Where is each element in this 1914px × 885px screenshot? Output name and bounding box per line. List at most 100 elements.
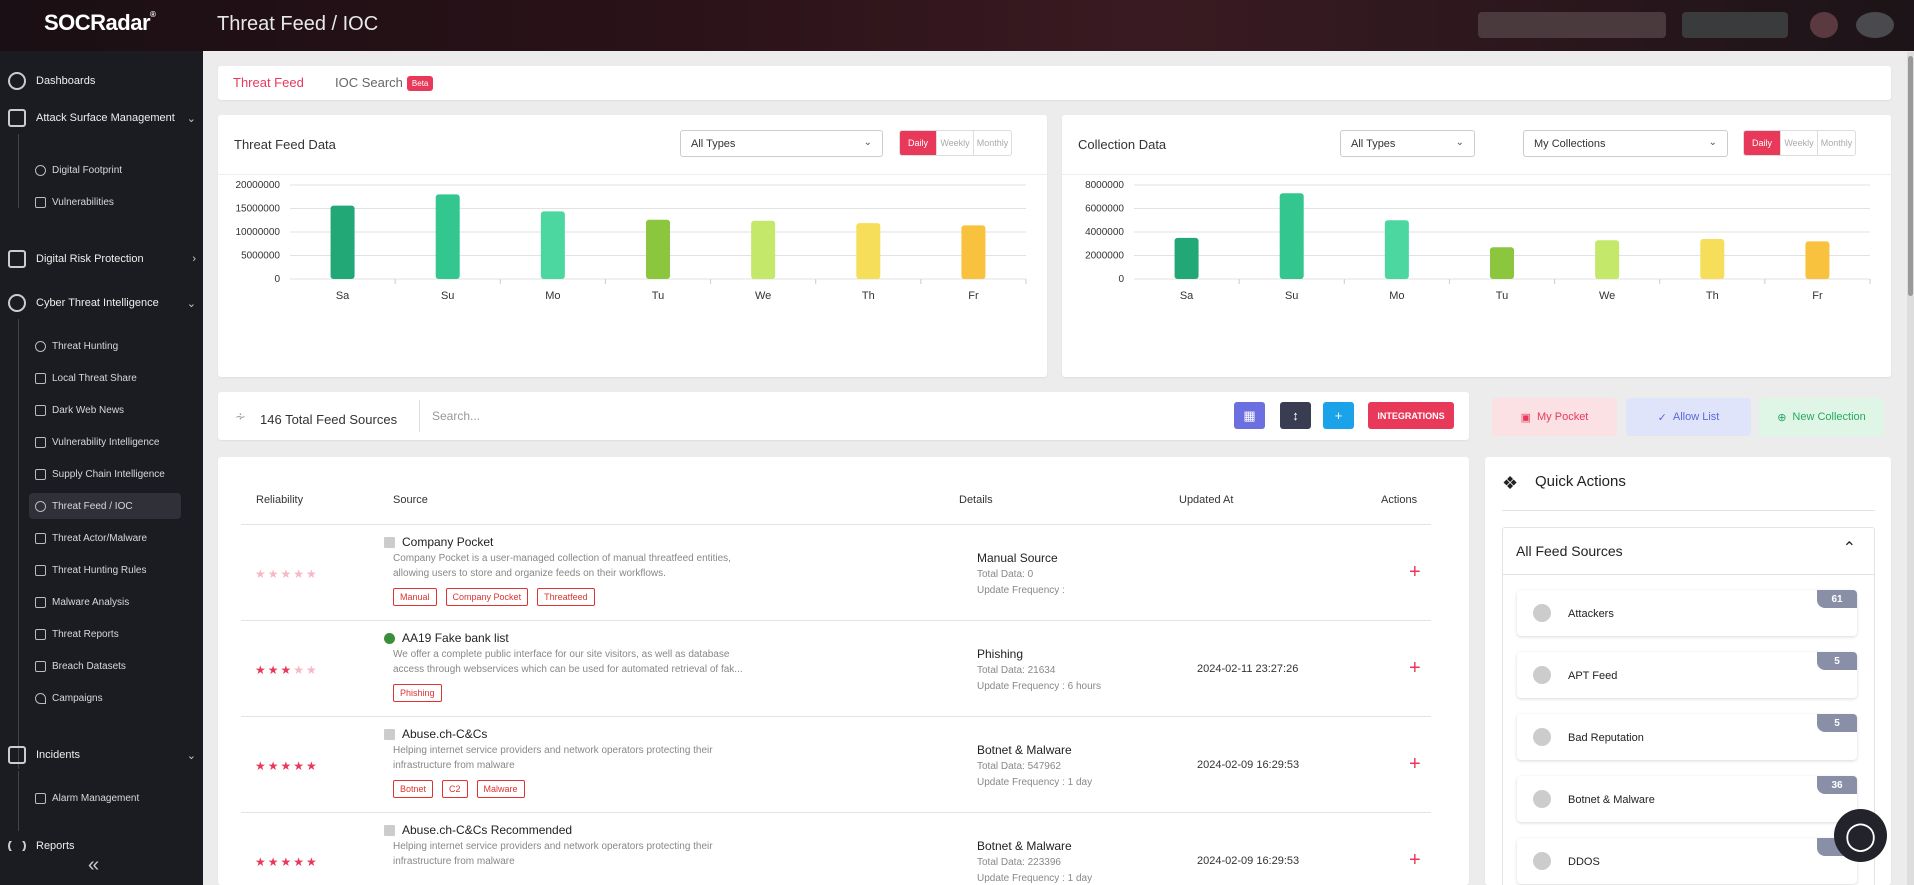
tag[interactable]: Phishing: [393, 684, 442, 702]
sidebar: Dashboards Attack Surface Management ⌄ Di…: [0, 51, 203, 885]
plus-circle-icon: ⊕: [1777, 411, 1787, 424]
tag[interactable]: Threatfeed: [537, 588, 595, 606]
sidebar-item-incidents[interactable]: Incidents ⌄: [8, 746, 196, 764]
sidebar-item-threat-reports[interactable]: Threat Reports: [29, 621, 181, 647]
period-weekly[interactable]: Weekly: [937, 131, 974, 155]
sidebar-item-vulnerabilities[interactable]: Vulnerabilities: [29, 189, 181, 215]
bar-tu[interactable]: [646, 219, 670, 279]
table-row[interactable]: ★★★★★ AA19 Fake bank list We offer a com…: [241, 620, 1431, 716]
sidebar-item-local-threat-share[interactable]: Local Threat Share: [29, 365, 181, 391]
bar-th[interactable]: [1700, 239, 1725, 279]
add-button[interactable]: +: [1323, 402, 1354, 429]
bar-we[interactable]: [1595, 240, 1620, 279]
help-lifebuoy-button[interactable]: ◯: [1834, 809, 1887, 862]
add-to-pocket-button[interactable]: +: [1409, 561, 1421, 583]
bar-mo[interactable]: [540, 211, 565, 279]
tag[interactable]: Malware: [476, 780, 525, 798]
sidebar-item-digital-footprint[interactable]: Digital Footprint: [29, 157, 181, 183]
chevron-down-icon: ⌄: [1708, 137, 1717, 148]
rss-icon: [384, 729, 395, 741]
sidebar-item-dark-web-news[interactable]: Dark Web News: [29, 397, 181, 423]
add-to-pocket-button[interactable]: +: [1409, 849, 1421, 871]
scrollbar[interactable]: [1907, 52, 1914, 885]
table-row[interactable]: ★★★★★ Abuse.ch-C&Cs Recommended Helping …: [241, 812, 1431, 885]
feed-category-apt-feed[interactable]: APT Feed 5: [1517, 652, 1857, 698]
bar-su[interactable]: [1279, 193, 1304, 279]
tag[interactable]: Company Pocket: [445, 588, 529, 606]
table-row[interactable]: ★★★★★ Abuse.ch-C&Cs Helping internet ser…: [241, 716, 1431, 812]
sidebar-item-dashboards[interactable]: Dashboards: [8, 72, 196, 90]
hacker-icon: [1533, 604, 1551, 622]
robot-icon: [1533, 790, 1551, 808]
scrollbar-thumb[interactable]: [1908, 56, 1913, 296]
sidebar-item-alarm-management[interactable]: Alarm Management: [29, 785, 181, 811]
sidebar-item-malware-analysis[interactable]: Malware Analysis: [29, 589, 181, 615]
type-select[interactable]: All Types ⌄: [1340, 130, 1475, 157]
sidebar-item-threat-actor-malware[interactable]: Threat Actor/Malware: [29, 525, 181, 551]
new-collection-button[interactable]: ⊕ New Collection: [1759, 398, 1884, 436]
my-pocket-button[interactable]: ▣ My Pocket: [1492, 398, 1617, 436]
tag[interactable]: C2: [442, 780, 468, 798]
double-chevron-left-icon[interactable]: «: [88, 854, 100, 876]
sidebar-item-breach-datasets[interactable]: Breach Datasets: [29, 653, 181, 679]
tab-ioc-search[interactable]: IOC Search Beta: [335, 75, 434, 92]
sidebar-item-reports[interactable]: Reports: [8, 841, 196, 851]
quick-actions-panel: ❖ Quick Actions All Feed Sources ⌃ Attac…: [1485, 457, 1891, 885]
settings-gear-icon[interactable]: [1856, 12, 1894, 38]
status-indicator[interactable]: [1682, 12, 1788, 38]
sidebar-item-attack-surface-management[interactable]: Attack Surface Management ⌄: [8, 109, 196, 127]
source-description: Helping internet service providers and n…: [393, 745, 713, 771]
chevron-up-icon[interactable]: ⌃: [1842, 540, 1856, 557]
user-menu[interactable]: [1478, 12, 1666, 38]
add-to-pocket-button[interactable]: +: [1409, 753, 1421, 775]
allow-list-button[interactable]: ✓ Allow List: [1626, 398, 1751, 436]
tag[interactable]: Botnet: [393, 780, 434, 798]
tab-threat-feed[interactable]: Threat Feed: [233, 75, 304, 90]
notification-icon[interactable]: [1810, 12, 1838, 38]
collection-select[interactable]: My Collections ⌄: [1523, 130, 1728, 157]
analysis-icon: [35, 596, 46, 608]
integrations-button[interactable]: INTEGRATIONS: [1368, 402, 1454, 429]
sidebar-item-cyber-threat-intelligence[interactable]: Cyber Threat Intelligence ⌄: [8, 294, 196, 312]
search-input[interactable]: [419, 400, 919, 432]
table-row[interactable]: ★★★★★ Company Pocket Company Pocket is a…: [241, 524, 1431, 620]
period-daily[interactable]: Daily: [900, 131, 937, 155]
chevron-right-icon: ›: [192, 253, 196, 265]
bar-th[interactable]: [856, 223, 881, 279]
all-feed-sources-title[interactable]: All Feed Sources: [1516, 543, 1623, 559]
sidebar-item-digital-risk-protection[interactable]: Digital Risk Protection ›: [8, 250, 196, 268]
bar-tu[interactable]: [1490, 247, 1514, 279]
sidebar-item-threat-hunting[interactable]: Threat Hunting: [29, 333, 181, 359]
grid-view-button[interactable]: ▦: [1234, 402, 1265, 429]
drp-icon: [8, 250, 26, 268]
sidebar-item-vulnerability-intelligence[interactable]: Vulnerability Intelligence: [29, 429, 181, 455]
feed-category-bad-reputation[interactable]: Bad Reputation 5: [1517, 714, 1857, 760]
feed-category-botnet-malware[interactable]: Botnet & Malware 36: [1517, 776, 1857, 822]
period-weekly[interactable]: Weekly: [1781, 131, 1818, 155]
bar-sa[interactable]: [330, 205, 355, 279]
count-badge: 61: [1817, 590, 1857, 608]
bar-mo[interactable]: [1384, 220, 1409, 279]
socradar-logo[interactable]: SOCRadar®: [44, 10, 156, 35]
bar-we[interactable]: [751, 220, 776, 279]
sort-button[interactable]: ↕: [1280, 402, 1311, 429]
add-to-pocket-button[interactable]: +: [1409, 657, 1421, 679]
sidebar-item-threat-feed-ioc[interactable]: Threat Feed / IOC: [29, 493, 181, 519]
y-tick-label: 15000000: [236, 204, 281, 215]
tag[interactable]: Manual: [393, 588, 437, 606]
period-monthly[interactable]: Monthly: [1820, 138, 1853, 148]
sidebar-item-threat-hunting-rules[interactable]: Threat Hunting Rules: [29, 557, 181, 583]
box-icon: ▣: [1520, 411, 1532, 424]
bar-sa[interactable]: [1174, 237, 1199, 279]
sidebar-item-campaigns[interactable]: Campaigns: [29, 685, 181, 711]
bar-fr[interactable]: [1805, 241, 1830, 279]
bar-fr[interactable]: [961, 225, 986, 279]
period-daily[interactable]: Daily: [1744, 131, 1781, 155]
period-monthly[interactable]: Monthly: [976, 138, 1009, 148]
feed-category-attackers[interactable]: Attackers 61: [1517, 590, 1857, 636]
tree-line: [18, 319, 19, 769]
sidebar-item-supply-chain-intelligence[interactable]: Supply Chain Intelligence: [29, 461, 181, 487]
type-select[interactable]: All Types ⌄: [680, 130, 883, 157]
feed-category-ddos[interactable]: DDOS: [1517, 838, 1857, 884]
bar-su[interactable]: [435, 194, 460, 279]
